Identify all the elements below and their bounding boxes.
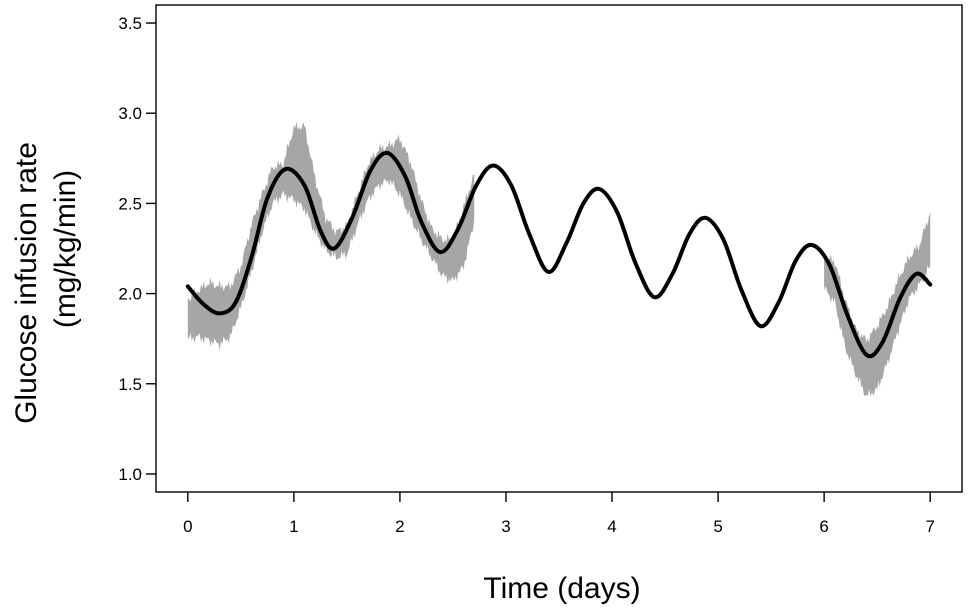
- x-tick-label: 6: [819, 517, 828, 536]
- x-axis-title: Time (days): [483, 572, 640, 605]
- observed-bands: [187, 121, 931, 397]
- x-tick-label: 2: [395, 517, 404, 536]
- x-tick-label: 0: [183, 517, 192, 536]
- y-tick-label: 1.0: [118, 465, 142, 484]
- plot-frame: [155, 4, 963, 493]
- y-tick-label: 2.5: [118, 194, 142, 213]
- x-tick-label: 7: [925, 517, 934, 536]
- y-tick-label: 3.0: [118, 104, 142, 123]
- y-tick-label: 3.5: [118, 14, 142, 33]
- y-tick-label: 1.5: [118, 375, 142, 394]
- y-tick-label: 2.0: [118, 285, 142, 304]
- model-curve-line: [185, 150, 933, 359]
- x-tick-label: 4: [607, 517, 616, 536]
- y-axis: 1.0 1.5 2.0 2.5 3.0 3.5: [118, 14, 156, 484]
- observed-band-1: [187, 121, 475, 351]
- x-tick-label: 3: [501, 517, 510, 536]
- observed-band-2: [824, 212, 931, 397]
- x-tick-label: 5: [713, 517, 722, 536]
- x-axis: 0 1 2 3 4 5 6 7: [183, 492, 935, 536]
- y-axis-title-line2: (mg/kg/min): [49, 170, 82, 328]
- y-axis-title-line1: Glucose infusion rate: [10, 142, 43, 424]
- x-tick-label: 1: [289, 517, 298, 536]
